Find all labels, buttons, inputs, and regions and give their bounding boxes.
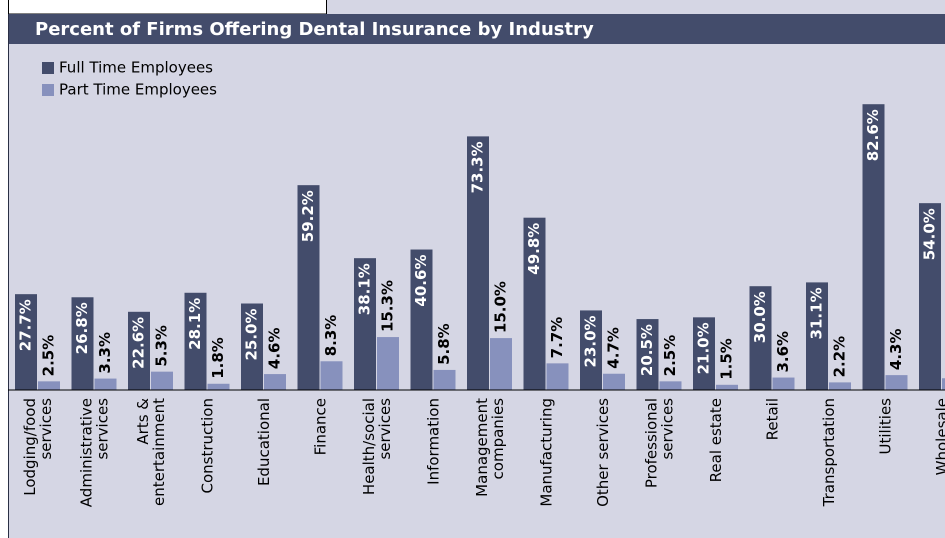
bar	[772, 377, 795, 390]
bar	[433, 369, 456, 390]
value-label: 4.6%	[266, 327, 284, 369]
bar	[467, 136, 489, 390]
x-tick-label: Managementcompanies	[473, 398, 507, 497]
value-label: 27.7%	[17, 299, 35, 351]
bar	[523, 217, 546, 390]
value-label: 7.7%	[548, 317, 566, 359]
bar	[410, 249, 433, 390]
value-label: 3.3%	[96, 332, 114, 374]
bar	[207, 383, 230, 390]
x-tick-label: Finance	[311, 398, 329, 455]
value-label: 1.8%	[209, 337, 227, 379]
bar	[546, 363, 569, 390]
x-tick-label: Construction	[198, 398, 216, 494]
bar	[659, 381, 682, 390]
bar	[636, 319, 659, 390]
value-label: 8.3%	[322, 315, 340, 357]
x-tick-label: Utilities	[876, 398, 894, 455]
bar	[151, 371, 173, 390]
x-tick-label: Retail	[763, 398, 781, 440]
bar	[490, 338, 512, 390]
bar	[885, 375, 908, 390]
bar	[603, 373, 625, 390]
value-label: 2.5%	[40, 335, 58, 377]
title-bar	[8, 14, 945, 44]
value-label: 73.3%	[469, 141, 487, 193]
value-label: 59.2%	[299, 190, 317, 242]
value-label: 31.1%	[808, 287, 826, 339]
value-label: 4.7%	[605, 327, 623, 369]
x-tick-label: Information	[424, 398, 442, 485]
x-tick-label: Transportation	[820, 398, 838, 507]
bar	[264, 374, 286, 390]
x-tick-label: Arts &entertainment	[134, 398, 168, 506]
value-label: 26.8%	[73, 302, 91, 354]
value-label: 5.3%	[153, 325, 171, 367]
x-tick-label: Real estate	[707, 398, 725, 482]
bar	[71, 297, 94, 390]
value-label: 40.6%	[412, 255, 430, 307]
bar	[377, 337, 399, 390]
bar	[184, 292, 207, 390]
value-label: 28.1%	[186, 298, 204, 350]
value-label: 49.8%	[525, 223, 543, 275]
legend-swatch	[42, 62, 54, 74]
bar	[580, 310, 602, 390]
value-label: 15.0%	[492, 281, 510, 333]
value-label: 2.2%	[831, 336, 849, 378]
bar	[15, 294, 37, 390]
bar	[354, 258, 376, 390]
x-tick-label: Other services	[594, 398, 612, 507]
bar	[241, 303, 263, 390]
legend-label: Part Time Employees	[59, 81, 217, 99]
bar	[942, 378, 945, 390]
bar	[806, 282, 828, 390]
value-label: 21.0%	[695, 322, 713, 374]
x-tick-label: Lodging/foodservices	[21, 398, 55, 496]
legend-label: Full Time Employees	[59, 59, 213, 77]
value-label: 15.3%	[379, 280, 397, 332]
bar	[716, 384, 738, 390]
value-label: 54.0%	[921, 208, 939, 260]
value-label: 82.6%	[864, 109, 882, 161]
value-label: 30.0%	[751, 291, 769, 343]
bar	[128, 311, 150, 390]
x-tick-label: Health/socialservices	[360, 398, 394, 495]
value-label: 5.8%	[435, 323, 453, 365]
value-label: 22.6%	[130, 317, 148, 369]
bar	[94, 378, 117, 390]
legend-swatch	[42, 84, 54, 96]
bar	[749, 286, 772, 390]
top-box	[8, 0, 327, 15]
top-strip	[326, 0, 945, 14]
value-label: 20.5%	[638, 324, 656, 376]
bar	[829, 382, 851, 390]
x-tick-label: Educational	[255, 398, 273, 486]
value-label: 1.5%	[718, 338, 736, 380]
value-label: 3.6%	[774, 331, 792, 373]
value-label: 25.0%	[243, 309, 261, 361]
bar	[38, 381, 60, 390]
x-tick-label: Administrativeservices	[77, 398, 111, 507]
value-label: 3.4%	[944, 332, 945, 374]
x-tick-label: Professionalservices	[642, 398, 676, 488]
x-tick-label: Wholesale	[933, 398, 945, 475]
value-label: 2.5%	[661, 335, 679, 377]
value-label: 4.3%	[887, 329, 905, 371]
bar	[919, 203, 941, 390]
chart-title: Percent of Firms Offering Dental Insuran…	[35, 19, 594, 40]
value-label: 38.1%	[356, 263, 374, 315]
bar	[693, 317, 715, 390]
x-tick-label: Manufacturing	[537, 398, 555, 507]
bar	[297, 185, 320, 390]
value-label: 23.0%	[582, 315, 600, 367]
bar	[862, 104, 885, 390]
bar	[320, 361, 343, 390]
